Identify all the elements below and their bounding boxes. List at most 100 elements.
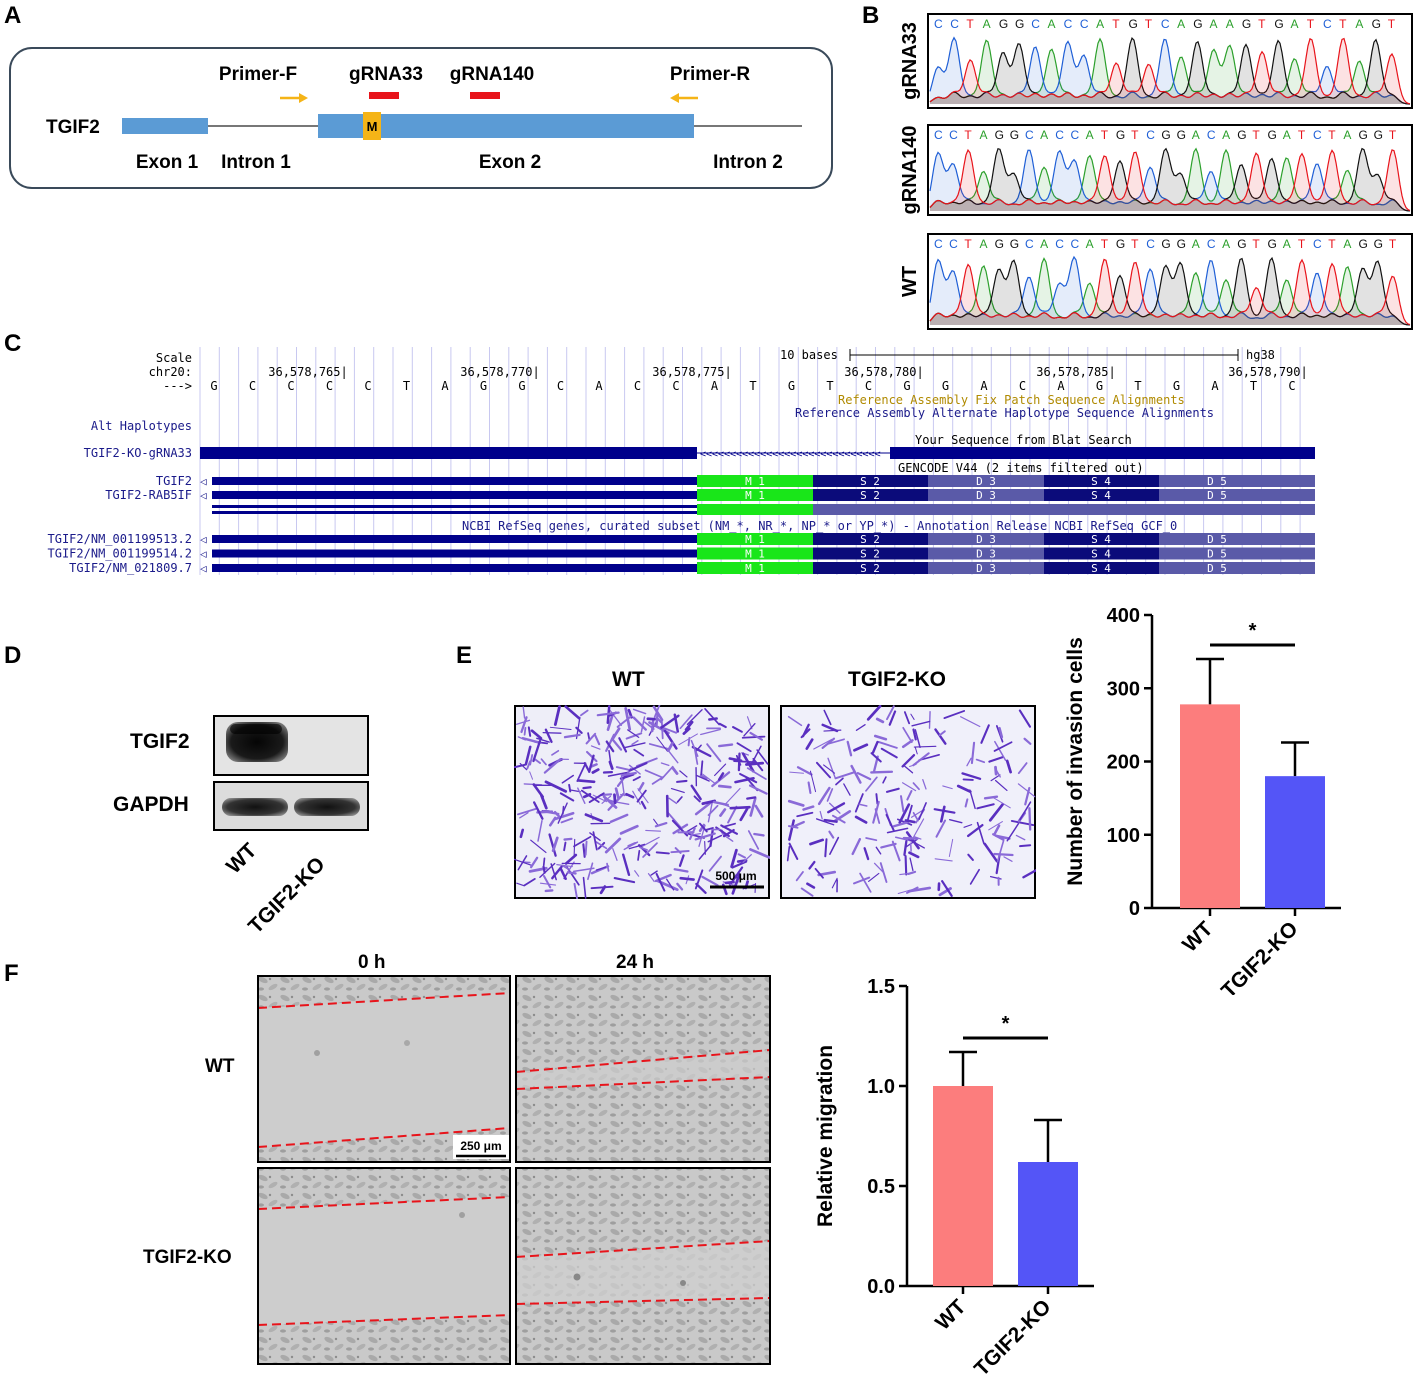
stained-cell <box>576 762 587 782</box>
position-tick: 36,578,790| <box>1228 365 1307 379</box>
stained-cell <box>943 710 966 720</box>
stained-cell <box>655 711 659 727</box>
stained-cell <box>880 842 897 849</box>
stained-cell <box>824 838 828 858</box>
stained-cell <box>613 876 636 884</box>
trace-T <box>929 258 1411 326</box>
base-call: C <box>934 237 943 251</box>
stained-cell <box>636 789 647 803</box>
track-label-grna33: gRNA33 <box>899 22 921 100</box>
stained-cell <box>815 761 832 779</box>
stained-cell <box>542 865 546 874</box>
alt-haplotypes-label: Alt Haplotypes <box>91 419 192 433</box>
stained-cell <box>640 836 660 848</box>
stained-cell <box>532 739 542 763</box>
stained-cell <box>707 799 714 823</box>
base-call: C <box>1146 237 1155 251</box>
grna33-marker <box>369 92 399 99</box>
blat-block-right <box>890 447 1315 459</box>
stained-cell <box>942 785 953 790</box>
reference-base: G <box>1173 379 1180 393</box>
stained-cell <box>727 805 738 824</box>
stained-cell <box>519 762 528 771</box>
start-codon-box <box>363 112 381 140</box>
reference-base: A <box>711 379 719 393</box>
stained-cell <box>695 882 707 894</box>
base-call: G <box>1372 17 1381 31</box>
stained-cell <box>994 834 1011 840</box>
stained-cell <box>645 829 661 832</box>
stained-cell <box>993 741 1013 752</box>
stained-cell <box>969 789 976 810</box>
stained-cell <box>902 726 913 744</box>
stained-cell <box>913 818 925 838</box>
stained-cell <box>590 885 614 890</box>
base-call: C <box>1031 17 1040 31</box>
base-call: C <box>949 128 958 142</box>
base-call: G <box>1128 17 1137 31</box>
base-call: C <box>949 237 958 251</box>
stained-cell <box>746 767 767 780</box>
stained-cell <box>827 802 846 814</box>
stained-cell <box>967 853 974 861</box>
stained-cell <box>650 870 658 876</box>
stained-cell <box>588 792 605 804</box>
stained-cell <box>988 821 1003 831</box>
panel-label-f: F <box>4 960 19 987</box>
stained-cell <box>808 860 816 870</box>
stained-cell <box>640 716 646 733</box>
stained-cell <box>1017 783 1036 798</box>
stained-cell <box>702 773 716 784</box>
stained-cell <box>542 810 560 816</box>
stained-cell <box>540 758 547 766</box>
blat-block-left <box>200 447 697 459</box>
base-call: G <box>1374 128 1383 142</box>
stained-cell <box>594 734 601 746</box>
stained-cell <box>708 855 722 872</box>
stained-cell <box>1019 844 1032 848</box>
grna140-label: gRNA140 <box>450 64 534 85</box>
blat-track-label: TGIF2-KO-gRNA33 <box>84 446 192 460</box>
intron2-label: Intron 2 <box>713 152 783 173</box>
svg-text:◁: ◁ <box>200 548 207 561</box>
stained-cell <box>686 709 703 726</box>
stained-cell <box>988 802 1005 822</box>
stained-cell <box>606 714 614 731</box>
stained-cell <box>514 858 533 866</box>
stained-cell <box>542 875 552 889</box>
alt-hap-text: Reference Assembly Alternate Haplotype S… <box>795 406 1214 420</box>
stained-cell <box>691 745 712 758</box>
primer-r-arrow <box>670 93 698 103</box>
stained-cell <box>736 742 752 753</box>
chr-label: chr20: <box>149 365 192 379</box>
stained-cell <box>934 728 947 745</box>
stained-cell <box>684 720 694 731</box>
base-call: G <box>1193 17 1202 31</box>
western-blot <box>213 715 369 831</box>
stained-cell <box>800 887 814 897</box>
stained-cell <box>694 801 713 816</box>
stained-cell <box>905 831 920 850</box>
assembly-label: hg38 <box>1246 348 1275 362</box>
stained-cell <box>563 837 573 841</box>
stained-cell <box>632 716 647 731</box>
stained-cell <box>590 745 601 750</box>
stained-cell <box>608 749 612 767</box>
stained-cell <box>956 784 972 793</box>
stained-cell <box>642 842 658 858</box>
stained-cell <box>560 817 574 824</box>
stained-cell <box>910 713 915 720</box>
stained-cell <box>562 805 565 815</box>
stained-cell <box>854 815 868 824</box>
stained-cell <box>628 843 646 850</box>
stained-cell <box>739 772 758 784</box>
stained-cell <box>1024 786 1031 806</box>
stained-cell <box>865 776 878 792</box>
stained-cell <box>928 711 931 729</box>
codon-label: D 5 <box>1207 533 1227 546</box>
stained-cell <box>749 797 757 817</box>
stained-cell <box>582 786 592 790</box>
stained-cell <box>670 787 685 794</box>
stained-cell <box>678 733 698 746</box>
stained-cell <box>750 745 762 766</box>
